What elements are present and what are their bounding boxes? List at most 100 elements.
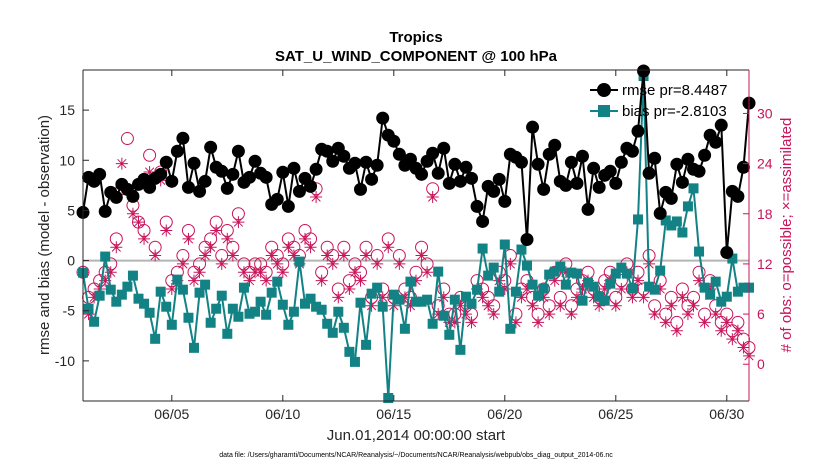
- rmse-point: [126, 189, 140, 203]
- bias-point: [655, 265, 666, 276]
- rmse-point: [442, 176, 456, 190]
- bias-point: [333, 306, 344, 317]
- y2-tick-label: 24: [757, 156, 773, 172]
- chart-subtitle: SAT_U_WIND_COMPONENT @ 100 hPa: [275, 48, 558, 65]
- assimilated-obs-point: [432, 308, 445, 321]
- x-tick-label: 06/25: [598, 406, 633, 422]
- bias-point: [344, 346, 355, 357]
- bias-point: [399, 323, 410, 334]
- bias-point: [277, 299, 288, 310]
- bias-point: [255, 296, 266, 307]
- rmse-point: [387, 134, 401, 148]
- assimilated-obs-point: [99, 274, 112, 287]
- bias-point: [599, 295, 610, 306]
- assimilated-obs-point: [254, 266, 267, 279]
- rmse-point: [437, 141, 451, 155]
- y2-tick-label: 6: [757, 306, 765, 322]
- bias-point: [355, 297, 366, 308]
- rmse-point: [326, 154, 340, 168]
- bias-point: [732, 286, 743, 297]
- x-tick-label: 06/15: [376, 406, 411, 422]
- assimilated-obs-point: [654, 282, 667, 295]
- bias-point: [682, 201, 693, 212]
- rmse-point: [365, 172, 379, 186]
- assimilated-obs-point: [376, 291, 389, 304]
- rmse-point: [470, 199, 484, 213]
- assimilated-obs-point: [687, 299, 700, 312]
- possible-obs-point: [143, 148, 157, 162]
- assimilated-obs-point: [537, 291, 550, 304]
- assimilated-obs-point: [482, 299, 495, 312]
- bias-point: [716, 296, 727, 307]
- bias-point: [438, 310, 449, 321]
- bias-point: [105, 284, 116, 295]
- rmse-point: [448, 157, 462, 171]
- bias-point: [616, 262, 627, 273]
- assimilated-obs-point: [521, 282, 533, 295]
- rmse-point: [93, 167, 107, 181]
- possible-obs-point: [120, 132, 134, 146]
- assimilated-obs-point: [304, 241, 317, 254]
- rmse-point: [287, 161, 301, 175]
- bias-point: [177, 284, 188, 295]
- bias-point: [300, 298, 310, 309]
- rmse-point: [181, 180, 195, 194]
- bias-point: [161, 301, 172, 312]
- bias-point: [677, 227, 688, 238]
- bias-point: [172, 274, 183, 285]
- bias-point: [266, 287, 277, 298]
- bias-point: [660, 215, 671, 226]
- bias-point: [144, 307, 155, 318]
- rmse-point: [564, 155, 578, 169]
- assimilated-obs-point: [260, 274, 273, 287]
- bias-point: [560, 279, 571, 290]
- rmse-point: [520, 233, 534, 247]
- assimilated-obs-point: [326, 257, 339, 270]
- assimilated-obs-point: [681, 308, 694, 321]
- assimilated-obs-point: [104, 266, 117, 279]
- rmse-point: [681, 152, 695, 166]
- assimilated-obs-point: [393, 257, 406, 270]
- x-tick-label: 06/30: [709, 406, 744, 422]
- assimilated-obs-point: [415, 249, 428, 262]
- rmse-point: [492, 172, 506, 186]
- assimilated-obs-point: [221, 232, 234, 245]
- bias-point: [100, 251, 111, 262]
- bias-point: [116, 289, 127, 300]
- assimilated-obs-point: [504, 257, 517, 270]
- rmse-point: [570, 176, 584, 190]
- bias-point: [566, 267, 577, 278]
- assimilated-obs-point: [160, 224, 173, 237]
- assimilated-obs-point: [709, 308, 722, 321]
- assimilated-obs-point: [454, 299, 467, 312]
- rmse-point: [459, 160, 473, 174]
- rmse-point: [670, 157, 684, 171]
- bias-point: [699, 282, 710, 293]
- assimilated-obs-point: [731, 324, 744, 337]
- plot-marks: [76, 64, 756, 403]
- bias-point: [316, 304, 327, 315]
- assimilated-obs-point: [465, 316, 478, 329]
- rmse-point: [581, 202, 595, 216]
- rmse-point: [337, 149, 351, 163]
- rmse-point: [514, 155, 528, 169]
- rmse-point: [231, 144, 245, 158]
- assimilated-obs-point: [232, 216, 245, 229]
- bias-point: [294, 256, 305, 267]
- assimilated-obs-point: [398, 291, 411, 304]
- bias-point: [538, 283, 549, 294]
- bias-point: [444, 329, 455, 340]
- legend-bias-label: bias pr=-2.8103: [622, 103, 727, 120]
- bias-point: [738, 282, 749, 293]
- bias-point: [710, 276, 721, 287]
- assimilated-obs-point: [421, 266, 434, 279]
- bias-point: [671, 216, 682, 227]
- rmse-point: [548, 138, 562, 152]
- assimilated-obs-point: [565, 308, 578, 321]
- assimilated-obs-point: [143, 165, 156, 178]
- assimilated-obs-point: [382, 241, 395, 254]
- rmse-point: [220, 181, 234, 195]
- assimilated-obs-point: [498, 282, 511, 295]
- rmse-point: [731, 189, 745, 203]
